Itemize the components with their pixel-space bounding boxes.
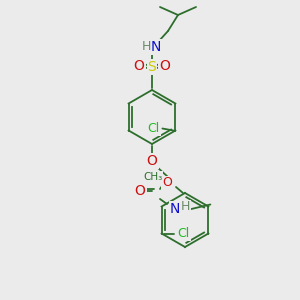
- Text: H: H: [180, 200, 190, 214]
- Text: O: O: [135, 184, 146, 198]
- Text: S: S: [148, 60, 156, 74]
- Text: O: O: [134, 59, 144, 73]
- Text: N: N: [170, 202, 180, 216]
- Text: H: H: [141, 40, 151, 52]
- Text: Cl: Cl: [147, 122, 160, 135]
- Text: Cl: Cl: [178, 227, 190, 240]
- Text: O: O: [147, 154, 158, 168]
- Text: N: N: [151, 40, 161, 54]
- Text: O: O: [160, 59, 170, 73]
- Text: CH₃: CH₃: [143, 172, 163, 182]
- Text: O: O: [162, 176, 172, 190]
